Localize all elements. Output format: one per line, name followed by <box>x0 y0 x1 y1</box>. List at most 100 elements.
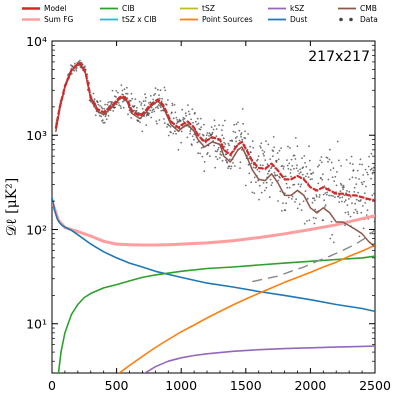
data-point <box>299 171 302 174</box>
legend-item-sum-fg: Sum FG <box>22 15 74 24</box>
data-point <box>177 148 180 151</box>
legend-label: Model <box>44 4 67 13</box>
data-point <box>343 186 345 189</box>
data-point <box>370 167 373 170</box>
data-point <box>99 105 101 107</box>
data-point <box>352 169 355 172</box>
data-point <box>214 150 217 153</box>
legend-label: CIB <box>122 4 135 13</box>
data-point <box>305 165 308 168</box>
data-point <box>275 159 278 162</box>
data-point <box>318 196 321 198</box>
data-point <box>154 92 157 95</box>
data-point <box>355 183 358 186</box>
data-point <box>192 121 195 124</box>
data-point <box>289 168 292 171</box>
data-point <box>211 131 214 134</box>
data-point <box>133 109 136 112</box>
data-point <box>360 211 363 214</box>
data-point <box>226 148 229 151</box>
data-point <box>223 141 226 144</box>
data-point <box>201 155 204 158</box>
data-point <box>282 168 285 170</box>
x-tick-label: 2500 <box>359 378 391 393</box>
data-point <box>159 89 162 92</box>
data-point <box>370 177 372 180</box>
data-point <box>348 178 351 181</box>
data-point <box>102 121 105 124</box>
data-point <box>291 195 294 198</box>
data-point <box>239 161 242 164</box>
data-point <box>96 101 99 104</box>
series-line-dashed <box>252 229 375 283</box>
data-point <box>238 129 241 132</box>
data-point <box>260 142 263 145</box>
data-point <box>282 165 285 168</box>
data-point <box>354 202 356 205</box>
data-point <box>212 128 215 131</box>
data-point <box>362 174 365 176</box>
data-point <box>285 182 288 185</box>
data-point <box>253 192 256 195</box>
data-point <box>344 224 346 227</box>
data-point <box>156 105 159 108</box>
data-point <box>203 170 206 173</box>
data-point <box>329 237 332 240</box>
data-point <box>300 209 303 212</box>
data-point <box>123 88 126 91</box>
legend-item-data: Data <box>339 15 378 24</box>
data-point <box>200 147 203 149</box>
data-point <box>328 194 330 197</box>
data-point <box>84 65 86 68</box>
data-point <box>304 190 307 193</box>
data-point <box>74 62 76 65</box>
data-point <box>196 141 199 144</box>
data-point <box>75 67 78 69</box>
data-point <box>302 200 305 203</box>
y-tick-label: 10³ <box>26 128 47 143</box>
data-point <box>270 167 272 170</box>
legend-item-cib: CIB <box>100 4 135 13</box>
data-point <box>364 168 367 171</box>
data-point <box>210 126 213 128</box>
data-point <box>335 184 338 187</box>
data-point <box>342 188 344 191</box>
data-point <box>368 155 370 158</box>
data-point <box>237 121 239 124</box>
data-point <box>239 167 241 170</box>
data-point <box>322 193 325 196</box>
data-point <box>279 176 281 179</box>
data-point <box>197 122 200 125</box>
data-point <box>160 106 162 109</box>
data-point <box>288 162 291 165</box>
data-point <box>158 94 160 96</box>
data-point <box>298 203 301 206</box>
data-point <box>242 122 245 125</box>
data-point <box>323 199 325 202</box>
data-point <box>118 104 120 107</box>
y-axis-title: 𝒟ℓ [μK²] <box>4 178 20 236</box>
data-point <box>370 152 373 155</box>
data-point <box>357 191 360 194</box>
data-point <box>194 111 196 114</box>
data-point <box>139 121 141 124</box>
data-point <box>258 184 261 187</box>
data-point <box>264 159 267 162</box>
data-point <box>149 101 152 104</box>
data-point <box>344 211 347 214</box>
data-point <box>93 98 96 101</box>
data-point <box>222 137 225 140</box>
data-point <box>272 150 275 153</box>
data-point <box>286 159 288 162</box>
data-point <box>174 130 176 133</box>
data-point <box>125 92 127 95</box>
data-point <box>329 169 332 171</box>
data-point <box>331 233 334 236</box>
data-point <box>267 143 270 146</box>
data-point <box>187 104 189 106</box>
data-point <box>213 119 216 122</box>
data-point <box>213 125 216 127</box>
data-point <box>199 152 202 155</box>
data-point <box>208 155 211 158</box>
data-point <box>75 69 78 72</box>
